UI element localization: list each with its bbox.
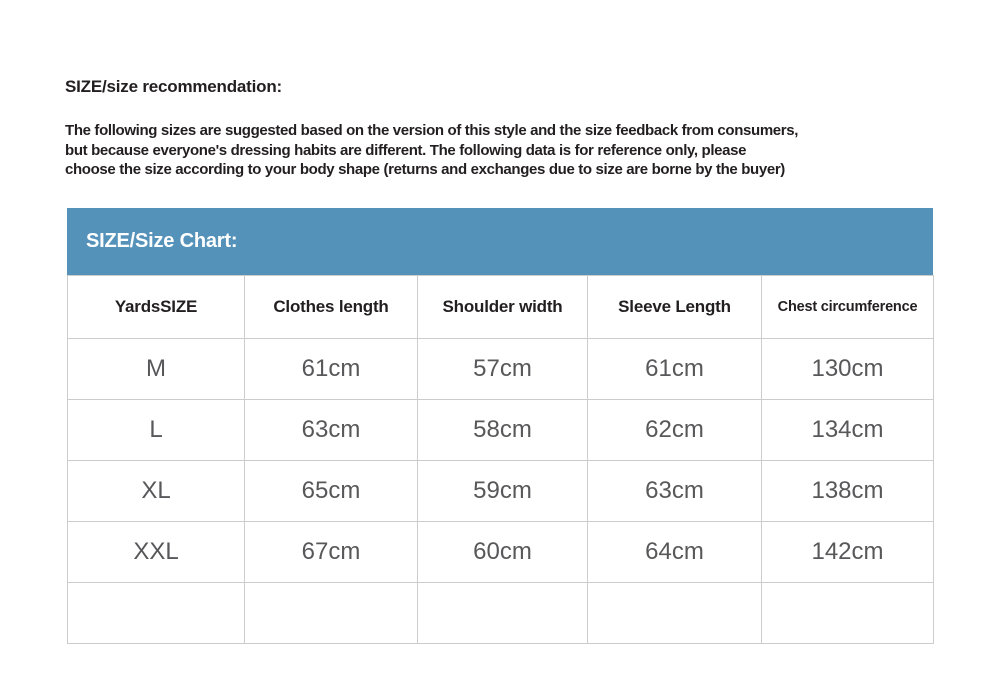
- cell-size: [67, 582, 245, 644]
- cell-clothes-length: 67cm: [244, 521, 418, 583]
- table-row-m: M 61cm 57cm 61cm 130cm: [67, 338, 934, 400]
- table-row-xxl: XXL 67cm 60cm 64cm 142cm: [67, 521, 934, 583]
- cell-sleeve-length: 61cm: [587, 338, 762, 400]
- cell-size: XL: [67, 460, 245, 522]
- size-chart-banner: SIZE/Size Chart:: [67, 208, 933, 275]
- size-recommendation-title: SIZE/size recommendation:: [65, 77, 282, 96]
- cell-shoulder-width: 57cm: [417, 338, 588, 400]
- cell-clothes-length: 65cm: [244, 460, 418, 522]
- table-row-xl: XL 65cm 59cm 63cm 138cm: [67, 460, 934, 522]
- size-chart-section: SIZE/Size Chart: YardsSIZE Clothes lengt…: [67, 208, 934, 644]
- cell-sleeve-length: 62cm: [587, 399, 762, 461]
- cell-size: M: [67, 338, 245, 400]
- size-chart-table: YardsSIZE Clothes length Shoulder width …: [67, 275, 934, 644]
- cell-sleeve-length: 64cm: [587, 521, 762, 583]
- cell-clothes-length: [244, 582, 418, 644]
- cell-chest-circumference: [761, 582, 934, 644]
- table-header-row: YardsSIZE Clothes length Shoulder width …: [67, 275, 934, 339]
- cell-chest-circumference: 142cm: [761, 521, 934, 583]
- table-row-l: L 63cm 58cm 62cm 134cm: [67, 399, 934, 461]
- cell-clothes-length: 61cm: [244, 338, 418, 400]
- cell-chest-circumference: 134cm: [761, 399, 934, 461]
- cell-shoulder-width: 59cm: [417, 460, 588, 522]
- recommendation-line-2: but because everyone's dressing habits a…: [65, 141, 747, 159]
- cell-chest-circumference: 138cm: [761, 460, 934, 522]
- table-row-empty: [67, 582, 934, 644]
- recommendation-line-1: The following sizes are suggested based …: [65, 122, 799, 139]
- cell-size: XXL: [67, 521, 245, 583]
- column-header-chest-circumference: Chest circumference: [761, 275, 934, 339]
- size-recommendation-body: The following sizes are suggested based …: [65, 121, 970, 180]
- cell-sleeve-length: [587, 582, 762, 644]
- cell-shoulder-width: 60cm: [417, 521, 588, 583]
- column-header-clothes-length: Clothes length: [244, 275, 418, 339]
- cell-shoulder-width: [417, 582, 588, 644]
- cell-size: L: [67, 399, 245, 461]
- column-header-size: YardsSIZE: [67, 275, 245, 339]
- cell-chest-circumference: 130cm: [761, 338, 934, 400]
- recommendation-line-3: choose the size according to your body s…: [65, 161, 785, 178]
- column-header-shoulder-width: Shoulder width: [417, 275, 588, 339]
- size-chart-title: SIZE/Size Chart:: [86, 230, 238, 252]
- column-header-sleeve-length: Sleeve Length: [587, 275, 762, 339]
- cell-sleeve-length: 63cm: [587, 460, 762, 522]
- cell-shoulder-width: 58cm: [417, 399, 588, 461]
- cell-clothes-length: 63cm: [244, 399, 418, 461]
